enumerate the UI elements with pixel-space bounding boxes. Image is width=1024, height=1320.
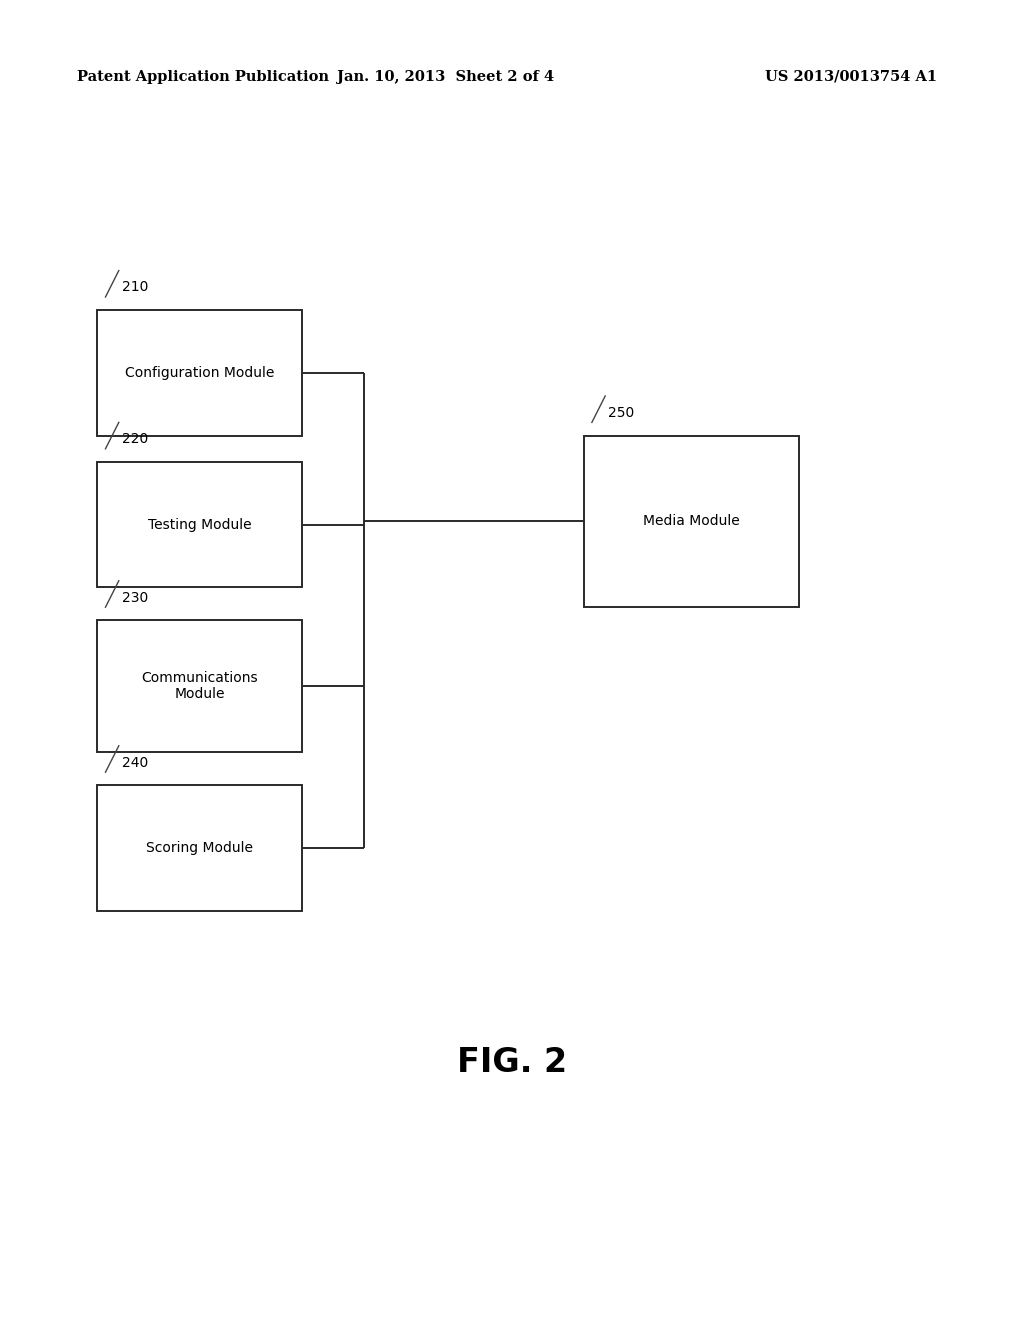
Bar xyxy=(97,785,302,911)
Text: US 2013/0013754 A1: US 2013/0013754 A1 xyxy=(765,70,937,83)
Text: Testing Module: Testing Module xyxy=(147,517,252,532)
Text: Media Module: Media Module xyxy=(643,515,739,528)
Text: 250: 250 xyxy=(608,405,635,420)
Bar xyxy=(97,462,302,587)
Text: Patent Application Publication: Patent Application Publication xyxy=(77,70,329,83)
Text: 230: 230 xyxy=(122,590,148,605)
Bar xyxy=(584,436,799,607)
Text: Configuration Module: Configuration Module xyxy=(125,366,274,380)
Text: FIG. 2: FIG. 2 xyxy=(457,1045,567,1080)
Text: 220: 220 xyxy=(122,432,148,446)
Text: 240: 240 xyxy=(122,755,148,770)
Text: 210: 210 xyxy=(122,280,148,294)
Bar xyxy=(97,620,302,752)
Text: Communications
Module: Communications Module xyxy=(141,672,258,701)
Text: Scoring Module: Scoring Module xyxy=(146,841,253,855)
Bar xyxy=(97,310,302,436)
Text: Jan. 10, 2013  Sheet 2 of 4: Jan. 10, 2013 Sheet 2 of 4 xyxy=(337,70,554,83)
